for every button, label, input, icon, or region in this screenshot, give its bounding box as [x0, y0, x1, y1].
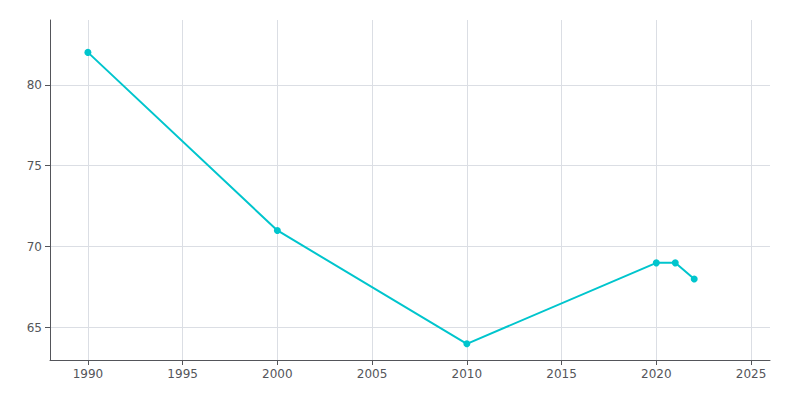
- svg-text:80: 80: [27, 78, 42, 92]
- svg-text:2020: 2020: [641, 367, 672, 381]
- svg-text:70: 70: [27, 240, 42, 254]
- svg-text:2025: 2025: [736, 367, 767, 381]
- svg-text:65: 65: [27, 321, 42, 335]
- svg-text:2015: 2015: [546, 367, 577, 381]
- svg-text:2000: 2000: [262, 367, 293, 381]
- svg-text:1990: 1990: [73, 367, 104, 381]
- svg-text:75: 75: [27, 159, 42, 173]
- svg-text:1995: 1995: [167, 367, 198, 381]
- svg-text:2010: 2010: [452, 367, 483, 381]
- svg-text:2005: 2005: [357, 367, 388, 381]
